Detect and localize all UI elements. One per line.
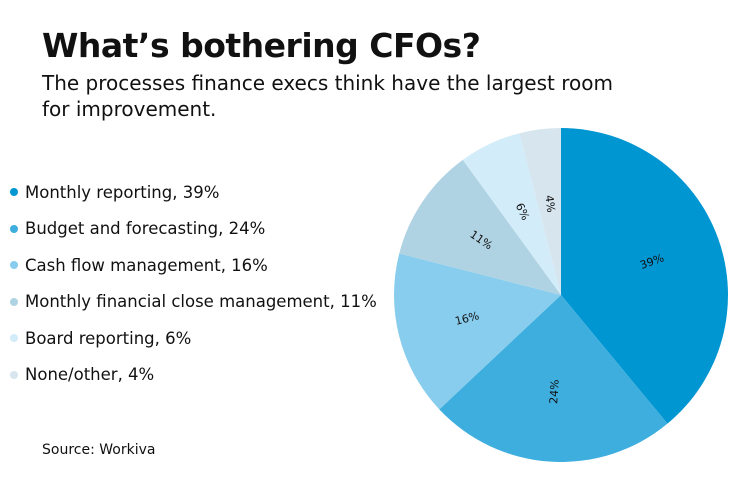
legend-item: Cash flow management, 16% — [10, 247, 377, 284]
pie-slice — [462, 133, 561, 295]
legend-item: Monthly financial close management, 11% — [10, 284, 377, 321]
legend-item: Monthly reporting, 39% — [10, 174, 377, 211]
legend-label: None/other, 4% — [25, 365, 155, 385]
pie-slice — [519, 128, 561, 295]
legend-item: None/other, 4% — [10, 357, 377, 394]
legend-dot — [10, 297, 18, 306]
legend-label: Monthly reporting, 39% — [25, 182, 220, 202]
legend: Monthly reporting, 39% Budget and foreca… — [10, 174, 377, 393]
legend-dot — [10, 261, 18, 270]
pie-slice — [394, 253, 561, 410]
legend-label: Budget and forecasting, 24% — [25, 219, 266, 239]
legend-label: Monthly financial close management, 11% — [25, 292, 377, 312]
pie-slice — [399, 159, 561, 295]
legend-dot — [10, 188, 18, 197]
pie-slice — [439, 295, 668, 463]
legend-dot — [10, 334, 18, 343]
source-note: Source: Workiva — [42, 442, 156, 458]
legend-label: Cash flow management, 16% — [25, 255, 268, 275]
slice-data-label: 24% — [547, 379, 562, 404]
legend-item: Budget and forecasting, 24% — [10, 211, 377, 248]
slice-data-label: 16% — [454, 309, 481, 328]
chart-subtitle: The processes finance execs think have t… — [42, 71, 613, 121]
legend-dot — [10, 224, 18, 233]
pie-slice — [561, 128, 729, 424]
legend-label: Board reporting, 6% — [25, 328, 192, 348]
slice-data-label: 4% — [542, 194, 557, 213]
legend-item: Board reporting, 6% — [10, 320, 377, 357]
chart-title: What’s bothering CFOs? — [42, 26, 481, 65]
legend-dot — [10, 370, 18, 379]
